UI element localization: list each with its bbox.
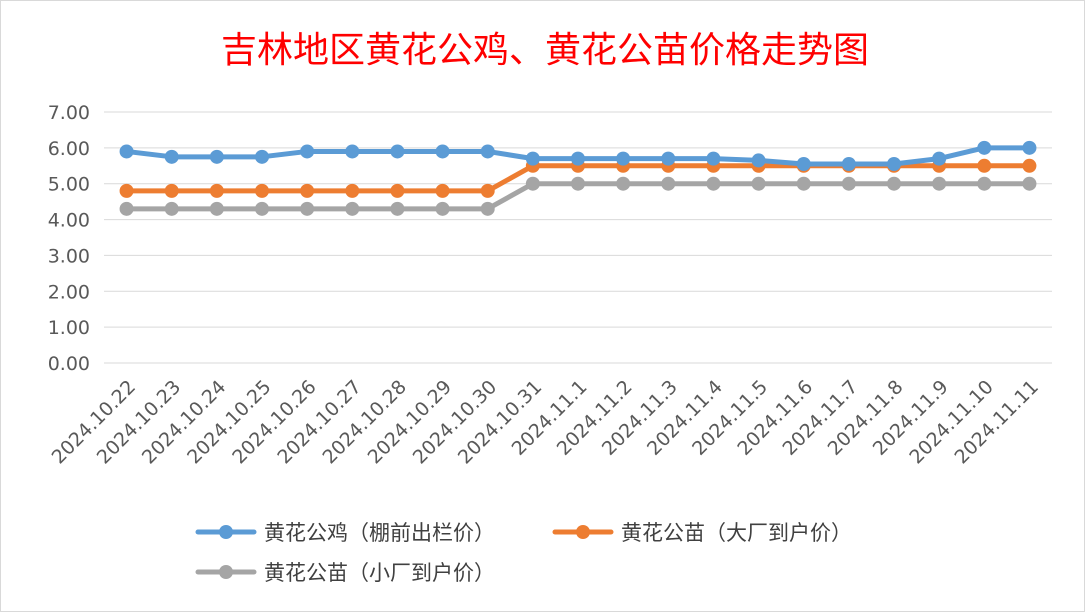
data-point xyxy=(977,140,992,155)
data-point xyxy=(390,201,405,216)
data-point xyxy=(977,176,992,191)
data-point xyxy=(661,151,676,166)
data-point xyxy=(525,176,540,191)
legend-item: 黄花公鸡（棚前出栏价） xyxy=(195,521,495,545)
data-point xyxy=(841,176,856,191)
series-group xyxy=(119,140,1037,216)
data-point xyxy=(300,183,315,198)
legend-label: 黄花公鸡（棚前出栏价） xyxy=(264,521,495,545)
y-tick-label: 3.00 xyxy=(48,245,90,267)
data-point xyxy=(796,156,811,171)
legend-marker xyxy=(219,525,233,539)
data-point xyxy=(435,144,450,159)
data-point xyxy=(480,144,495,159)
y-tick-label: 5.00 xyxy=(48,174,90,196)
data-point xyxy=(119,144,134,159)
data-point xyxy=(255,201,269,216)
data-point xyxy=(525,151,540,166)
y-tick-label: 6.00 xyxy=(48,138,90,160)
y-tick-label: 1.00 xyxy=(48,317,90,339)
data-point xyxy=(1022,140,1037,155)
y-tick-label: 7.00 xyxy=(48,102,90,124)
data-point xyxy=(164,149,179,164)
data-point xyxy=(616,176,631,191)
data-point xyxy=(841,156,856,171)
data-point xyxy=(255,149,269,164)
data-point xyxy=(345,201,360,216)
data-point xyxy=(390,183,405,198)
y-tick-label: 2.00 xyxy=(48,281,90,303)
data-point xyxy=(571,151,585,166)
legend-marker xyxy=(576,525,590,539)
legend-marker xyxy=(219,565,233,579)
data-point xyxy=(616,151,631,166)
y-tick-label: 0.00 xyxy=(48,353,90,375)
chart-title: 吉林地区黄花公鸡、黄花公苗价格走势图 xyxy=(221,30,869,71)
series-1 xyxy=(119,140,1037,171)
data-point xyxy=(255,183,269,198)
legend: 黄花公鸡（棚前出栏价） 黄花公苗（大厂到户价） 黄花公苗（小厂到户价） xyxy=(195,521,852,585)
data-point xyxy=(435,201,450,216)
data-point xyxy=(209,183,224,198)
data-point xyxy=(1022,158,1037,173)
data-point xyxy=(119,201,134,216)
data-point xyxy=(751,153,766,168)
data-point xyxy=(390,144,405,159)
data-point xyxy=(932,151,947,166)
data-point xyxy=(300,144,315,159)
y-axis-ticks: 0.00 1.00 2.00 3.00 4.00 5.00 6.00 7.00 xyxy=(48,102,90,375)
data-point xyxy=(164,201,179,216)
data-point xyxy=(571,176,585,191)
data-point xyxy=(887,176,901,191)
legend-label: 黄花公苗（小厂到户价） xyxy=(264,561,495,585)
data-point xyxy=(887,156,901,171)
series-3 xyxy=(119,176,1037,216)
data-point xyxy=(977,158,992,173)
data-point xyxy=(209,149,224,164)
data-point xyxy=(209,201,224,216)
data-point xyxy=(796,176,811,191)
data-point xyxy=(751,176,766,191)
data-point xyxy=(661,176,676,191)
data-point xyxy=(345,144,360,159)
data-point xyxy=(480,201,495,216)
data-point xyxy=(435,183,450,198)
legend-item: 黄花公苗（小厂到户价） xyxy=(195,561,495,585)
data-point xyxy=(706,176,721,191)
data-point xyxy=(164,183,179,198)
y-tick-label: 4.00 xyxy=(48,210,90,232)
grid xyxy=(104,111,1052,364)
x-axis-ticks: 2024.10.222024.10.232024.10.242024.10.25… xyxy=(48,376,1043,468)
data-point xyxy=(932,176,947,191)
data-point xyxy=(119,183,134,198)
legend-label: 黄花公苗（大厂到户价） xyxy=(621,521,852,545)
legend-item: 黄花公苗（大厂到户价） xyxy=(552,521,852,545)
data-point xyxy=(345,183,360,198)
data-point xyxy=(1022,176,1037,191)
data-point xyxy=(480,183,495,198)
data-point xyxy=(300,201,315,216)
data-point xyxy=(706,151,721,166)
